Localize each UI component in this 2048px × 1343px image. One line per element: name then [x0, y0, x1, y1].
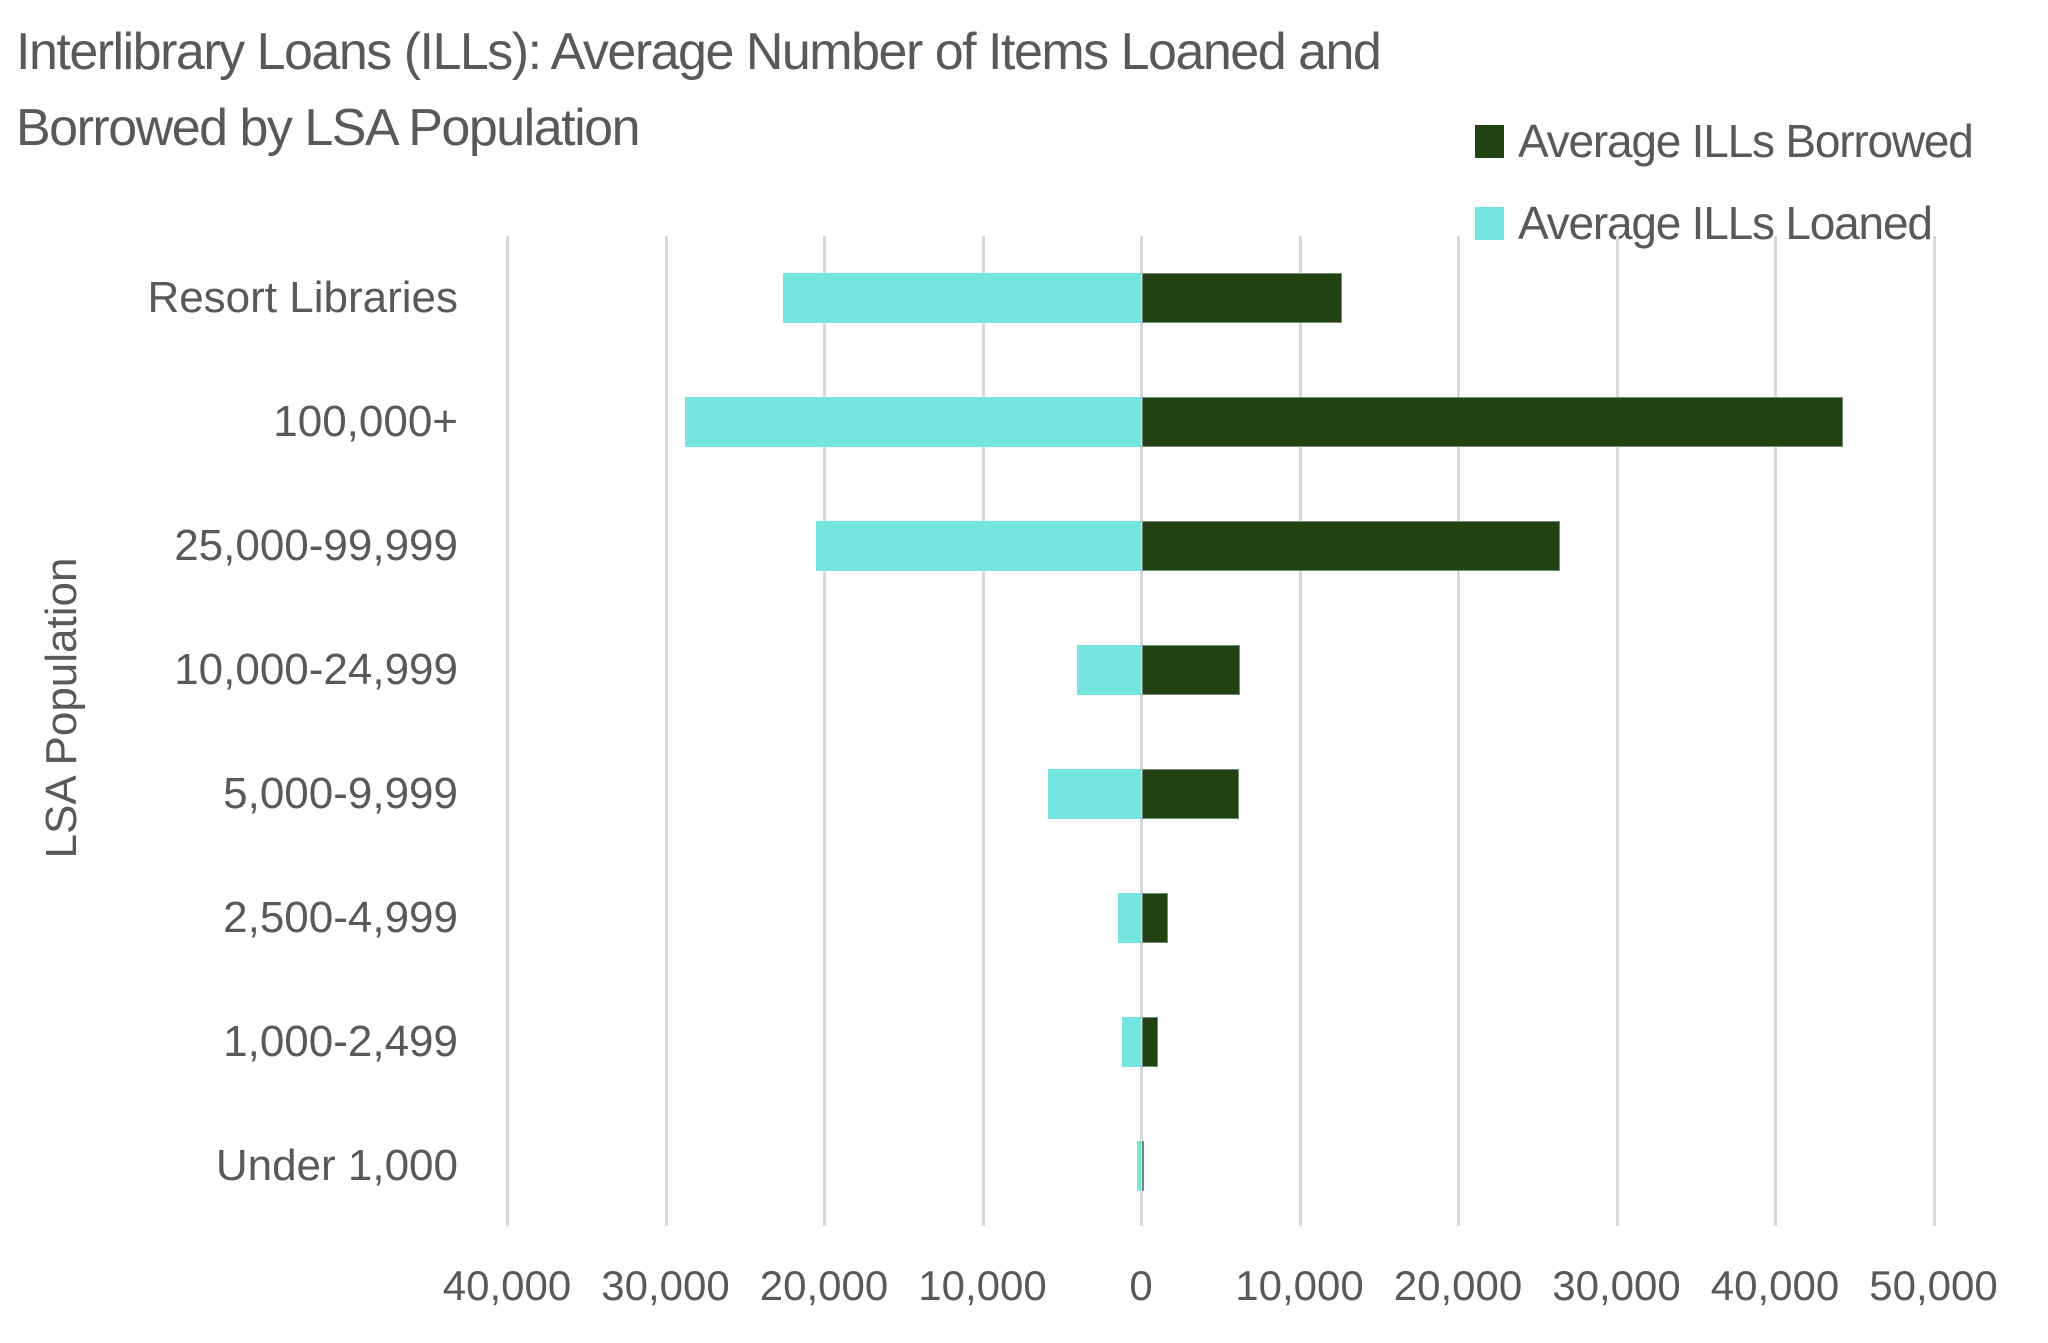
- bar-borrowed: [1142, 769, 1239, 819]
- gridline: [823, 236, 826, 1226]
- bar-loaned: [1076, 645, 1141, 695]
- bar-borrowed: [1142, 645, 1241, 695]
- bar-borrowed: [1142, 273, 1342, 323]
- x-tick-label: 20,000: [759, 1262, 889, 1309]
- gridline: [1298, 236, 1302, 1226]
- bar-borrowed: [1142, 893, 1169, 943]
- gridline: [1140, 236, 1143, 1226]
- legend-label-borrowed: Average ILLs Borrowed: [1518, 115, 1974, 167]
- legend-swatch-borrowed-icon: [1475, 124, 1504, 158]
- bar-loaned: [782, 273, 1141, 323]
- gridline: [1774, 236, 1777, 1226]
- legend: Average ILLs Borrowed Average ILLs Loane…: [1475, 100, 1974, 264]
- y-category-label: 1,000-2,499: [223, 1017, 458, 1066]
- gridline: [1615, 236, 1619, 1226]
- bar-borrowed: [1142, 521, 1561, 571]
- y-category-label: 10,000-24,999: [174, 645, 458, 694]
- x-tick-label: 40,000: [442, 1262, 572, 1309]
- chart-title: Interlibrary Loans (ILLs): Average Numbe…: [16, 14, 1616, 166]
- legend-item-borrowed: Average ILLs Borrowed: [1475, 100, 1974, 182]
- y-category-label: Under 1,000: [215, 1141, 458, 1190]
- gridline: [1457, 236, 1460, 1226]
- bar-borrowed: [1142, 1017, 1158, 1067]
- y-category-label: 25,000-99,999: [174, 521, 458, 570]
- gridline: [664, 236, 668, 1226]
- x-tick-label: 20,000: [1393, 1262, 1523, 1309]
- bar-loaned: [1118, 893, 1141, 943]
- y-category-label: 5,000-9,999: [223, 769, 458, 818]
- x-tick-label: 30,000: [601, 1262, 730, 1309]
- bar-loaned: [816, 521, 1141, 571]
- legend-swatch-loaned-icon: [1475, 206, 1504, 240]
- bar-loaned: [684, 397, 1141, 447]
- gridline: [981, 236, 985, 1226]
- x-tick-label: 50,000: [1869, 1262, 1998, 1309]
- y-category-label: 100,000+: [273, 397, 458, 446]
- x-tick-label: 0: [1129, 1262, 1153, 1309]
- y-category-label: 2,500-4,999: [223, 893, 458, 942]
- bar-borrowed: [1142, 397, 1843, 447]
- bar-borrowed: [1142, 1141, 1145, 1191]
- bar-loaned: [1121, 1017, 1141, 1067]
- gridline: [1932, 236, 1936, 1226]
- chart-title-line-1: Interlibrary Loans (ILLs): Average Numbe…: [16, 23, 1382, 81]
- x-tick-label: 30,000: [1552, 1262, 1681, 1309]
- bar-loaned: [1137, 1141, 1141, 1191]
- y-category-label: Resort Libraries: [147, 273, 458, 322]
- legend-item-loaned: Average ILLs Loaned: [1475, 182, 1973, 264]
- x-tick-label: 10,000: [1235, 1262, 1364, 1309]
- x-tick-label: 10,000: [918, 1262, 1047, 1309]
- x-tick-label: 40,000: [1710, 1262, 1840, 1309]
- chart-title-line-2: Borrowed by LSA Population: [16, 99, 640, 157]
- gridline: [506, 236, 509, 1226]
- bar-loaned: [1048, 769, 1141, 819]
- legend-label-loaned: Average ILLs Loaned: [1518, 197, 1933, 249]
